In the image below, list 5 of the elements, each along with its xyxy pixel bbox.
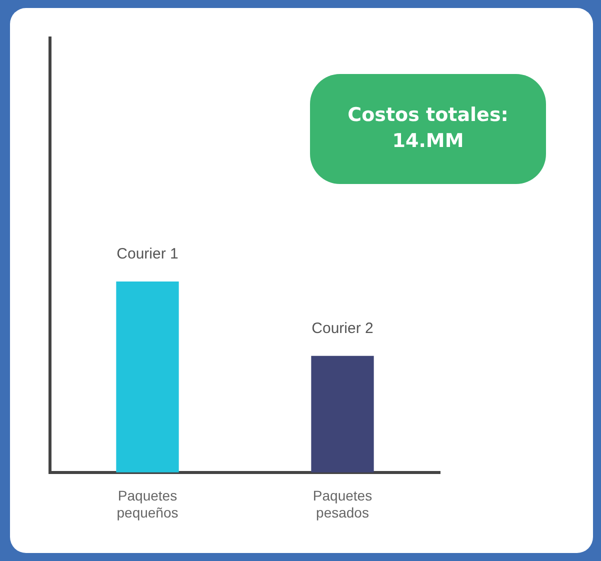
text: Costos totales: 14.MM bbox=[310, 74, 546, 184]
x-tick-label: Paquetes pesados bbox=[312, 488, 372, 520]
series-label: Courier 1 bbox=[116, 246, 178, 263]
x-tick-label: Paquetes pequeños bbox=[116, 488, 178, 520]
series-label: Courier 2 bbox=[312, 320, 374, 337]
